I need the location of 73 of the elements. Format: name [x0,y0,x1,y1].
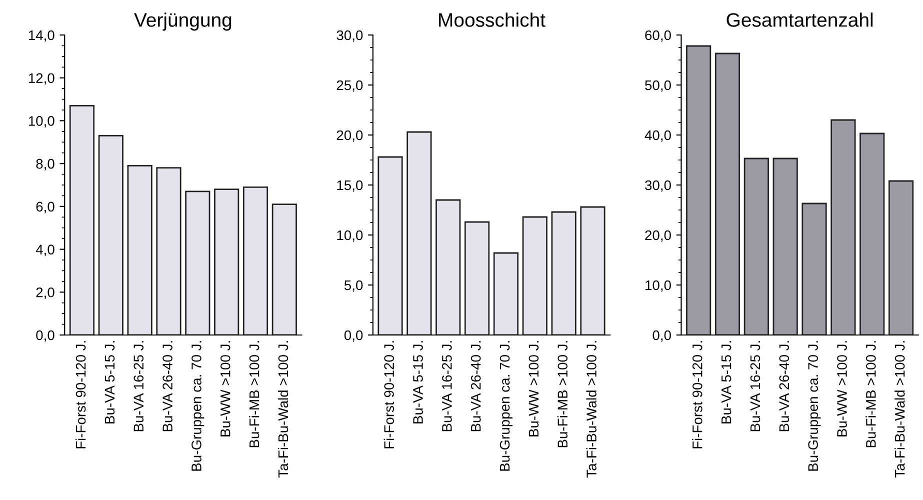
y-tick-label: 10,0 [28,116,54,128]
bar [464,221,490,335]
chart-title: Moosschicht [439,12,546,27]
y-tick-label: 20,0 [645,230,671,242]
y-tick-label: 50,0 [645,80,671,92]
x-tick-label: Bu-Fi-MB >100 J. [249,341,260,448]
y-tick-label: 4,0 [36,244,54,256]
bar [802,202,827,335]
y-tick-label: 6,0 [36,202,54,214]
x-tick-label: Ta-Fi-Bu-Wald >100 J. [586,341,596,478]
bar [185,190,210,335]
y-tick-label: 2,0 [36,287,54,299]
bar [580,206,606,335]
bar [98,135,124,335]
y-tick-label: 0,0 [36,330,54,342]
chart-title: Verjüngung [134,12,232,31]
bar [272,204,297,335]
x-tick-label: Bu-VA 5-15 J. [722,341,732,424]
x-tick-label: Bu-VA 16-25 J. [134,341,144,432]
chart-title: Gesamtartenzahl [726,12,873,27]
y-tick-label: 25,0 [336,80,363,92]
x-tick-label: Ta-Fi-Bu-Wald >100 J. [278,341,288,478]
x-tick-label: Bu-Fi-MB >100 J. [557,341,568,448]
bar [156,167,182,335]
x-tick-label: Bu-Gruppen ca. 70 J. [808,341,821,471]
y-tick-label: 14,0 [28,30,54,42]
x-tick-label: Fi-Forst 90-120 J. [384,341,394,448]
bar [744,158,769,335]
bar [522,216,548,335]
bar [830,119,856,335]
bar [860,132,885,335]
x-tick-label: Bu-WW >100 J. [837,341,847,436]
y-tick-label: 15,0 [337,180,363,192]
y-tick-label: 12,0 [28,73,54,85]
x-tick-label: Bu-Fi-MB >100 J. [866,341,876,448]
bar [378,156,403,335]
x-tick-label: Bu-VA 26-40 J. [779,341,790,432]
bar [551,211,576,335]
x-tick-label: Bu-VA 16-25 J. [442,341,452,432]
bar [714,52,740,335]
x-tick-label: Bu-Gruppen ca. 70 J. [192,341,204,471]
x-tick-label: Ta-Fi-Bu-Wald >100 J. [894,341,905,478]
y-tick-label: 0,0 [344,330,363,342]
y-tick-label: 0,0 [652,330,671,342]
bar [436,199,461,335]
x-tick-label: Bu-Gruppen ca. 70 J. [500,341,512,471]
bar [772,158,798,335]
bar [214,188,240,335]
x-tick-label: Fi-Forst 90-120 J. [75,341,86,448]
y-tick-label: 30,0 [645,180,671,192]
y-tick-label: 5,0 [344,280,363,292]
bar [406,131,432,335]
bar [69,105,95,335]
y-tick-label: 40,0 [644,130,671,142]
x-tick-label: Bu-VA 5-15 J. [413,341,423,424]
y-tick-label: 8,0 [36,158,54,170]
x-tick-label: Bu-VA 26-40 J. [162,341,172,432]
bar [888,180,914,335]
x-tick-label: Bu-VA 26-40 J. [470,341,481,432]
x-tick-label: Bu-WW >100 J. [528,341,539,436]
y-tick-label: 10,0 [646,280,671,292]
x-tick-label: Bu-WW >100 J. [220,341,230,436]
bar [127,165,152,335]
x-tick-label: Bu-VA 5-15 J. [104,341,115,424]
bar [493,252,519,335]
x-tick-label: Fi-Forst 90-120 J. [692,341,702,448]
bar [686,45,712,335]
y-tick-label: 30,0 [336,30,363,42]
x-tick-label: Bu-VA 16-25 J. [750,341,760,432]
y-tick-label: 20,0 [336,130,363,142]
y-tick-label: 10,0 [337,230,363,242]
bar [242,186,268,335]
y-tick-label: 60,0 [645,30,671,42]
